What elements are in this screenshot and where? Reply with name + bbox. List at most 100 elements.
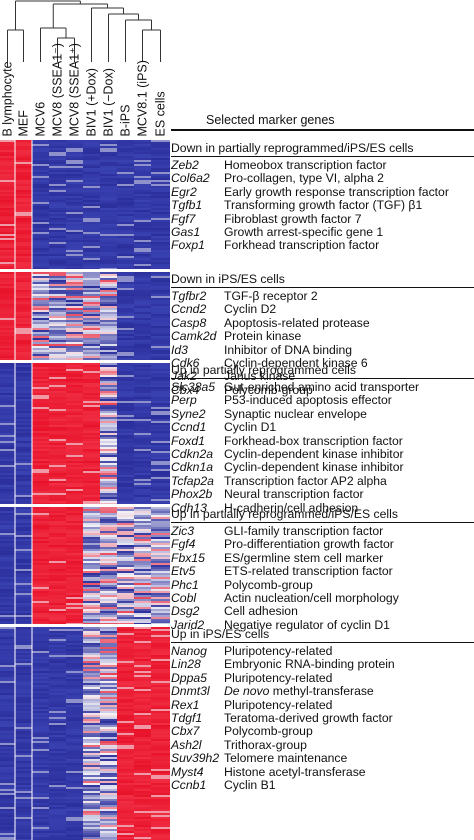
heatmap-cell [151, 805, 170, 808]
heatmap-cell [83, 354, 101, 357]
heatmap-cell [32, 240, 50, 243]
heatmap-cell [32, 709, 50, 712]
heatmap-cell [117, 443, 135, 446]
heatmap-cell [15, 775, 33, 778]
heatmap-cell [100, 158, 118, 161]
heatmap-cell [15, 677, 33, 680]
heatmap-cell [151, 603, 170, 606]
heatmap-cell [117, 709, 135, 712]
heatmap-cell [134, 292, 152, 295]
heatmap-cell [100, 375, 118, 378]
heatmap-cell [151, 601, 170, 604]
heatmap-cell [134, 228, 152, 231]
heatmap-cell [151, 401, 170, 404]
heatmap-cell [32, 715, 50, 718]
heatmap-cell [117, 354, 135, 357]
heatmap-cell [134, 549, 152, 552]
heatmap-cell [0, 302, 16, 305]
heatmap-cell [0, 298, 16, 301]
heatmap-cell [100, 785, 118, 788]
heatmap-cell [0, 707, 16, 710]
heatmap-cell [0, 489, 16, 492]
heatmap-cell [32, 302, 50, 305]
heatmap-cell [117, 252, 135, 255]
heatmap-cell [151, 543, 170, 546]
gene-symbol: Ccnd1 [171, 420, 207, 435]
heatmap-cell [49, 471, 67, 474]
heatmap-cell [66, 653, 84, 656]
gene-symbol: Cdh13 [171, 500, 207, 515]
heatmap-cell [15, 435, 33, 438]
heatmap-cell [32, 697, 50, 700]
heatmap-cell [15, 389, 33, 392]
heatmap-cell [0, 373, 16, 376]
heatmap-cell [83, 759, 101, 762]
heatmap-cell [151, 393, 170, 396]
heatmap-cell [151, 326, 170, 329]
heatmap-cell [32, 216, 50, 219]
heatmap-cell [15, 288, 33, 291]
heatmap-cell [49, 328, 67, 331]
heatmap-cell [83, 429, 101, 432]
heatmap-cell [15, 465, 33, 468]
heatmap-cell [15, 459, 33, 462]
heatmap-cell [117, 387, 135, 390]
heatmap-cell [134, 727, 152, 730]
heatmap-cell [15, 453, 33, 456]
heatmap-cell [151, 230, 170, 233]
heatmap-cell [32, 835, 50, 838]
heatmap-cell [66, 286, 84, 289]
heatmap-cell [83, 318, 101, 321]
heatmap-cell [134, 266, 152, 269]
heatmap-cell [134, 755, 152, 758]
heatmap-cell [49, 773, 67, 776]
heatmap-cell [32, 222, 50, 225]
heatmap-cell [100, 174, 118, 177]
heatmap-cell [117, 539, 135, 542]
heatmap-cell [151, 242, 170, 245]
heatmap-cell [66, 250, 84, 253]
heatmap-cell [117, 477, 135, 480]
heatmap-cell [49, 375, 67, 378]
heatmap-cell [100, 575, 118, 578]
heatmap-cell [0, 797, 16, 800]
heatmap-cell [32, 579, 50, 582]
heatmap-cell [66, 799, 84, 802]
heatmap-cell [117, 591, 135, 594]
heatmap-cell [32, 663, 50, 666]
heatmap-cell [66, 699, 84, 702]
heatmap-cell [100, 795, 118, 798]
heatmap-cell [49, 342, 67, 345]
heatmap-cell [15, 312, 33, 315]
heatmap-cell [83, 443, 101, 446]
heatmap-cell [0, 807, 16, 810]
heatmap-cell [15, 753, 33, 756]
heatmap-cell [32, 369, 50, 372]
heatmap-cell [151, 391, 170, 394]
heatmap-cell [66, 354, 84, 357]
heatmap-cell [0, 627, 16, 630]
heatmap-cell [83, 823, 101, 826]
heatmap-cell [100, 811, 118, 814]
heatmap-cell [83, 282, 101, 285]
heatmap-cell [100, 350, 118, 353]
heatmap-cell [15, 713, 33, 716]
heatmap-cell [0, 809, 16, 812]
heatmap-cell [83, 210, 101, 213]
heatmap-cell [66, 356, 84, 359]
heatmap-cell [100, 511, 118, 514]
heatmap-cell [0, 769, 16, 772]
heatmap-cell [0, 140, 16, 143]
heatmap-cell [151, 423, 170, 426]
heatmap-cell [100, 387, 118, 390]
heatmap-cell [15, 659, 33, 662]
heatmap-cell [66, 821, 84, 824]
heatmap-cell [66, 236, 84, 239]
heatmap-cell [134, 561, 152, 564]
heatmap-cell [66, 715, 84, 718]
heatmap-cell [117, 649, 135, 652]
heatmap-cell [117, 637, 135, 640]
heatmap-cell [151, 827, 170, 830]
gene-symbol: Id3 [171, 342, 188, 357]
heatmap-cell [134, 264, 152, 267]
